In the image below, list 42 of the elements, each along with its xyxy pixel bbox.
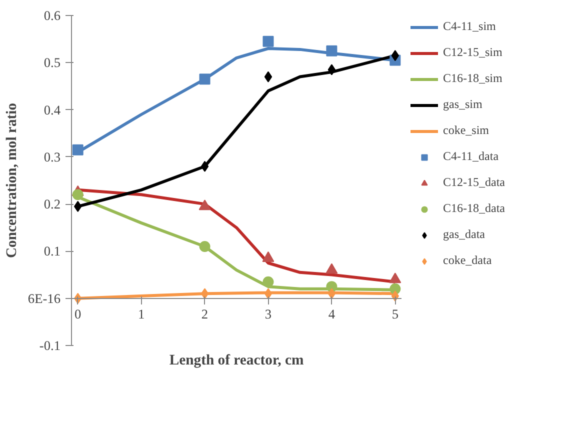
- point: [262, 276, 274, 288]
- point: [328, 288, 336, 300]
- legend-label: gas_sim: [443, 97, 482, 112]
- point: [199, 241, 210, 252]
- x-tick-label: 0: [74, 306, 82, 322]
- y-tick-label: 0.1: [44, 244, 61, 259]
- point: [72, 144, 84, 156]
- legend-label: coke_data: [443, 253, 492, 268]
- point: [328, 64, 336, 76]
- legend-label: C12-15_sim: [443, 45, 502, 60]
- legend-label: C16-18_data: [443, 201, 505, 216]
- x-tick-label: 4: [328, 306, 336, 322]
- legend-label: C12-15_data: [443, 175, 505, 190]
- x-axis-title: Length of reactor, cm: [169, 352, 304, 368]
- point: [264, 288, 272, 300]
- legend-label: C4-11_data: [443, 149, 499, 164]
- x-tick-label: 1: [138, 306, 145, 322]
- point: [389, 272, 402, 284]
- y-tick-label: 6E-16: [28, 290, 61, 306]
- x-tick-label: 5: [392, 306, 399, 322]
- legend-label: coke_sim: [443, 123, 489, 138]
- y-tick-label: 0.5: [44, 55, 61, 70]
- point: [198, 200, 211, 210]
- point: [264, 71, 272, 82]
- point: [326, 263, 338, 274]
- legend-label: C16-18_sim: [443, 71, 502, 86]
- y-tick-label: 0.4: [44, 102, 61, 118]
- y-tick-label: 0.2: [44, 196, 61, 212]
- point: [326, 45, 338, 56]
- point: [199, 74, 210, 85]
- y-tick-label: 0.6: [44, 8, 61, 23]
- point: [262, 36, 274, 47]
- x-tick-label: 3: [264, 306, 272, 322]
- point: [200, 160, 209, 172]
- legend-label: gas_data: [443, 227, 485, 242]
- y-tick-label: 0.3: [44, 149, 61, 164]
- point: [72, 189, 84, 200]
- y-axis-title: Concentration, mol ratio: [4, 102, 20, 258]
- y-tick-label: -0.1: [39, 338, 61, 353]
- x-tick-label: 2: [201, 306, 208, 322]
- point: [200, 288, 209, 300]
- legend-label: C4-11_sim: [443, 19, 496, 34]
